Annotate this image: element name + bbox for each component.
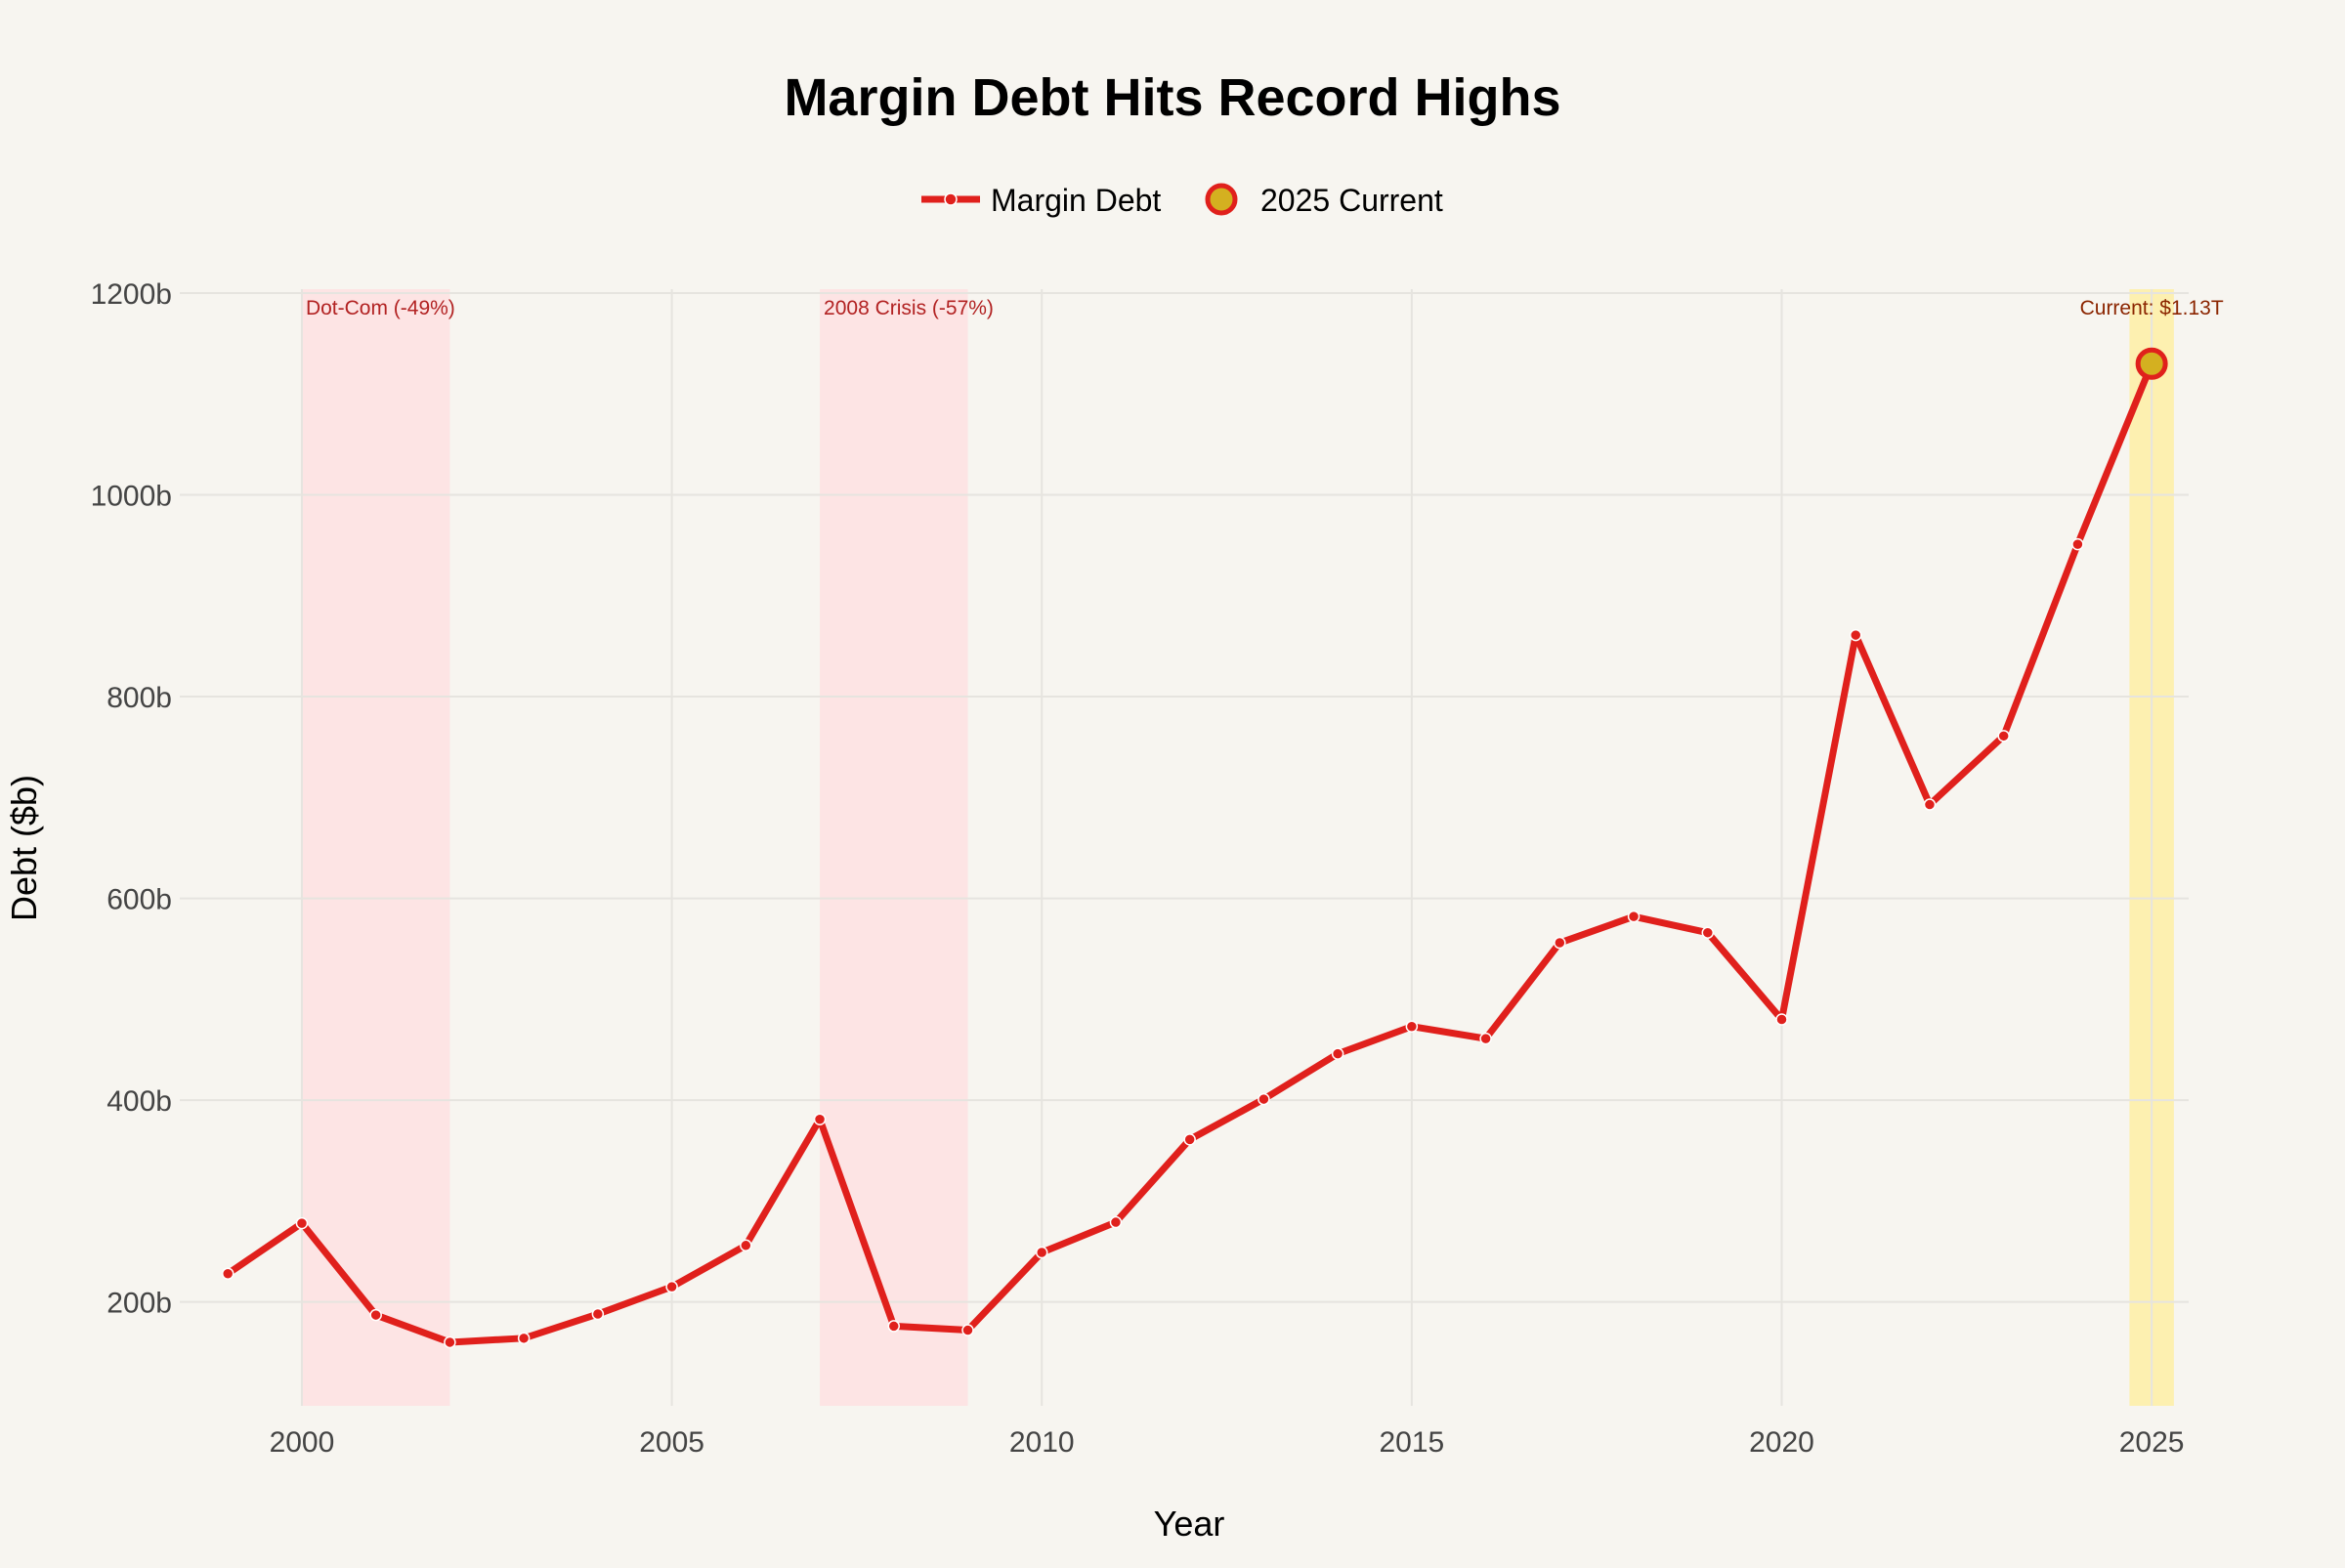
legend-item-margin-debt[interactable]: Margin Debt [921, 183, 1161, 218]
x-tick-label: 2010 [1009, 1426, 1075, 1459]
data-point [369, 1308, 382, 1322]
data-point [1701, 926, 1715, 939]
series-line-margin-debt [226, 361, 2155, 1346]
annotation-label: 2008 Crisis (-57%) [824, 297, 994, 319]
shaded-region [301, 289, 450, 1406]
data-point [1035, 1246, 1048, 1259]
legend-item-2025-current[interactable]: 2025 Current [1205, 183, 1443, 218]
x-tick-label: 2020 [1749, 1426, 1814, 1459]
data-point [517, 1332, 531, 1345]
data-point [1258, 1092, 1270, 1106]
chart-title: Margin Debt Hits Record Highs [784, 68, 1560, 127]
legend: Margin Debt 2025 Current [921, 183, 1443, 218]
y-tick-label: 400b [107, 1085, 172, 1118]
data-point [591, 1307, 605, 1321]
data-point [1997, 730, 2010, 742]
y-tick-label: 200b [107, 1288, 172, 1320]
data-point [2071, 537, 2084, 551]
highlight-point-2025 [2135, 347, 2168, 380]
data-point [1554, 936, 1566, 950]
legend-label-2025-current: 2025 Current [1260, 183, 1443, 218]
data-point [665, 1280, 678, 1293]
data-point [1479, 1032, 1492, 1045]
data-point [1331, 1047, 1344, 1060]
data-point [444, 1335, 456, 1349]
annotation-label: Dot-Com (-49%) [306, 297, 455, 319]
data-point [961, 1324, 974, 1336]
data-point [1923, 798, 1937, 811]
y-tick-label: 1000b [91, 481, 172, 513]
data-point [1109, 1215, 1123, 1229]
y-tick-label: 1200b [91, 278, 172, 311]
x-tick-label: 2015 [1379, 1426, 1444, 1459]
data-point [221, 1267, 234, 1280]
shaded-region [820, 289, 968, 1406]
data-point [1183, 1133, 1196, 1146]
y-tick-label: 600b [107, 884, 172, 916]
data-point [813, 1113, 827, 1125]
data-point [887, 1320, 901, 1333]
x-axis-label: Year [1154, 1504, 1225, 1544]
legend-label-margin-debt: Margin Debt [991, 183, 1161, 218]
y-tick-label: 800b [107, 682, 172, 714]
data-point [1775, 1013, 1788, 1026]
x-tick-label: 2000 [270, 1426, 335, 1459]
data-point [1405, 1020, 1419, 1033]
data-point [1849, 628, 1862, 642]
y-axis-label: Debt ($b) [4, 775, 44, 921]
data-point [295, 1216, 309, 1230]
x-tick-label: 2025 [2119, 1426, 2185, 1459]
annotation-label: Current: $1.13T [2080, 297, 2224, 319]
data-point [740, 1239, 752, 1252]
data-point [1627, 910, 1641, 923]
x-tick-label: 2005 [639, 1426, 704, 1459]
